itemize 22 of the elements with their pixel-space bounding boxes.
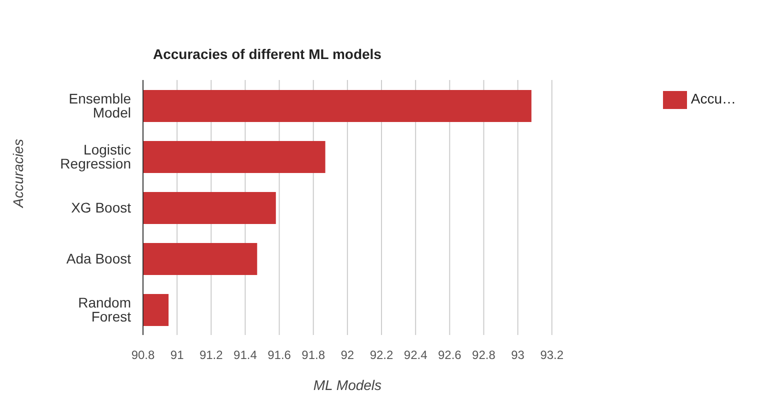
- x-tick-label: 90.8: [131, 348, 155, 362]
- legend-label: Accu…: [690, 90, 736, 107]
- y-tick-label: Random Forest: [78, 294, 132, 324]
- x-tick-label: 91.2: [199, 348, 224, 362]
- y-tick-label: XG Boost: [71, 199, 132, 216]
- x-tick-label: 91.4: [234, 348, 258, 362]
- y-tick-label: Ensemble Model: [68, 90, 132, 120]
- x-tick-label: 92: [340, 348, 354, 362]
- y-tick-label: Ada Boost: [66, 250, 132, 266]
- x-tick-label: 92.2: [370, 348, 394, 362]
- x-tick-label: 93.2: [540, 348, 564, 362]
- x-tick-label: 92.8: [472, 348, 496, 362]
- x-tick-label: 92.4: [404, 348, 428, 362]
- x-tick-label: 91.8: [302, 348, 326, 362]
- x-tick-label: 93: [511, 348, 525, 362]
- x-tick-label: 91.6: [268, 348, 292, 362]
- x-axis-title: ML Models: [313, 377, 382, 393]
- x-tick-label: 91: [170, 348, 184, 362]
- chart-title: Accuracies of different ML models: [153, 46, 382, 62]
- y-tick-label: Logistic Regression: [60, 141, 131, 172]
- y-axis-title: Accuracies: [10, 139, 26, 208]
- x-tick-label: 92.6: [438, 348, 462, 362]
